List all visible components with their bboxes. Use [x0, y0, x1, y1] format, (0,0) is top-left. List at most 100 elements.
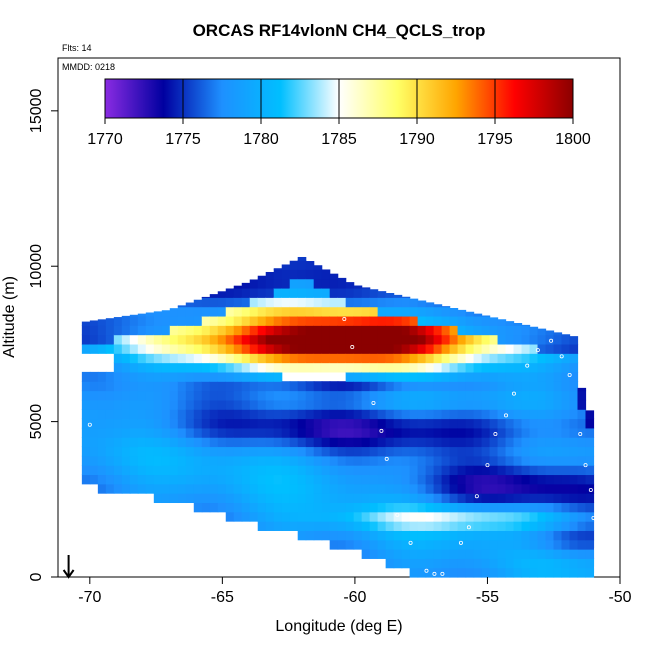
heatmap-cell — [201, 390, 211, 401]
heatmap-cell — [289, 315, 299, 326]
heatmap-cell — [233, 334, 243, 345]
heatmap-cell — [497, 371, 507, 382]
heatmap-cell — [377, 343, 387, 354]
heatmap-cell — [369, 465, 379, 476]
heatmap-cell — [529, 493, 539, 504]
heatmap-cell — [553, 446, 563, 457]
heatmap-cell — [497, 549, 507, 559]
heatmap-cell — [449, 371, 459, 382]
plot-frame — [57, 57, 621, 578]
heatmap-cell — [521, 334, 531, 345]
heatmap-cell — [569, 567, 579, 578]
heatmap-cell — [105, 343, 115, 354]
heatmap-cell — [497, 521, 507, 531]
heatmap-cell — [393, 493, 403, 504]
heatmap-cell — [425, 302, 435, 308]
heatmap-cell — [241, 465, 251, 476]
heatmap-cell — [353, 483, 363, 494]
heatmap-cell — [569, 493, 579, 504]
heatmap-cell — [137, 343, 147, 354]
flight-track-point — [371, 400, 376, 405]
heatmap-cell — [417, 521, 427, 531]
arrow-marker — [62, 555, 75, 579]
heatmap-cell — [337, 381, 347, 392]
heatmap-cell — [201, 418, 211, 429]
heatmap-cell — [409, 437, 419, 448]
heatmap-cell — [489, 558, 499, 569]
heatmap-cell — [433, 371, 443, 382]
heatmap-cell — [329, 483, 339, 494]
heatmap-cell — [345, 390, 355, 401]
flight-track-point — [591, 515, 596, 520]
heatmap-cell — [569, 474, 579, 485]
heatmap-cell — [121, 465, 131, 476]
heatmap-cell — [257, 446, 267, 457]
heatmap-cell — [505, 343, 515, 354]
heatmap-cell — [409, 325, 419, 336]
date-annotation: MMDD: 0218 — [62, 62, 115, 72]
heatmap-cell — [553, 483, 563, 494]
heatmap-cell — [585, 418, 595, 429]
heatmap-cell — [281, 502, 291, 513]
heatmap-cell — [505, 502, 515, 513]
flight-track-point — [567, 372, 572, 377]
heatmap-cell — [569, 399, 579, 410]
heatmap-cell — [521, 521, 531, 531]
heatmap-cell — [401, 334, 411, 345]
flight-track-point — [379, 428, 384, 433]
heatmap-cell — [201, 296, 211, 298]
heatmap-cell — [185, 334, 195, 345]
heatmap-cell — [249, 343, 259, 354]
heatmap-cell — [233, 493, 243, 504]
heatmap-cell — [225, 288, 235, 298]
heatmap-cell — [289, 269, 299, 280]
heatmap-cell — [225, 409, 235, 420]
heatmap-cell — [313, 446, 323, 457]
heatmap-cell — [545, 362, 555, 373]
heatmap-cell — [529, 409, 539, 420]
heatmap-cell — [121, 334, 131, 345]
heatmap-cell — [433, 558, 443, 569]
heatmap-cell — [529, 521, 539, 531]
heatmap-cell — [433, 362, 443, 373]
heatmap-cell — [369, 427, 379, 438]
heatmap-cell — [89, 381, 99, 392]
colorbar-tick-label: 1795 — [477, 131, 513, 148]
heatmap-cell — [177, 305, 187, 308]
heatmap-cell — [409, 409, 419, 420]
heatmap-cell — [481, 427, 491, 438]
heatmap-cell — [281, 343, 291, 354]
heatmap-cell — [353, 530, 363, 541]
heatmap-cell — [449, 474, 459, 485]
heatmap-cell — [217, 474, 227, 485]
heatmap-cell — [433, 334, 443, 345]
heatmap-cell — [521, 399, 531, 410]
heatmap-cell — [137, 390, 147, 401]
heatmap-cell — [545, 549, 555, 559]
heatmap-cell — [425, 446, 435, 457]
heatmap-cell — [97, 446, 107, 457]
heatmap-cell — [537, 502, 547, 513]
heatmap-cell — [329, 273, 339, 280]
heatmap-cell — [481, 474, 491, 485]
heatmap-cell — [177, 315, 187, 326]
x-tick-label: -50 — [608, 589, 631, 606]
heatmap-cell — [417, 390, 427, 401]
heatmap-cell — [385, 455, 395, 466]
heatmap-cell — [273, 493, 283, 504]
heatmap-cell — [185, 427, 195, 438]
heatmap-cell — [217, 446, 227, 457]
heatmap-cell — [225, 483, 235, 494]
heatmap-cell — [569, 409, 579, 420]
heatmap-cell — [217, 409, 227, 420]
heatmap-cell — [137, 455, 147, 466]
heatmap-cell — [489, 390, 499, 401]
heatmap-cell — [249, 502, 259, 513]
heatmap-cell — [257, 297, 267, 308]
heatmap-cell — [137, 313, 147, 317]
heatmap-cell — [297, 437, 307, 448]
heatmap-cell — [145, 427, 155, 438]
heatmap-cell — [377, 446, 387, 457]
heatmap-cell — [393, 371, 403, 382]
heatmap-cell — [153, 315, 163, 326]
